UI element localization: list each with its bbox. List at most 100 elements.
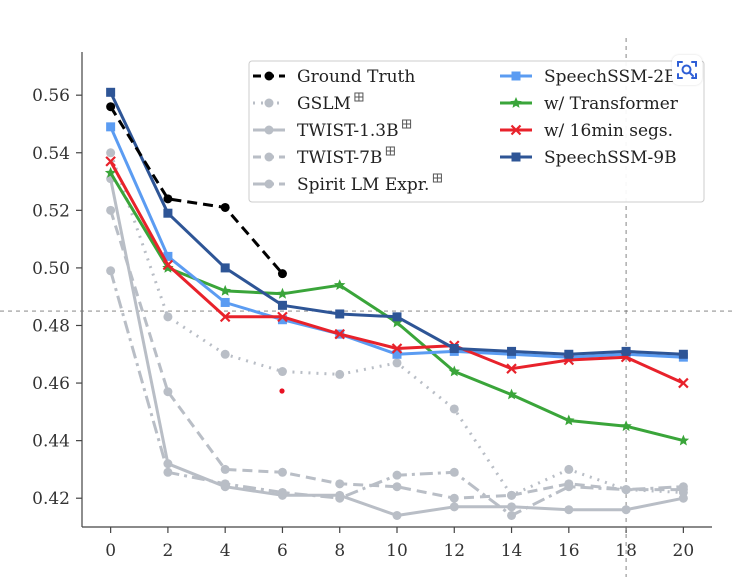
data-point bbox=[449, 344, 459, 354]
legend-label: TWIST-7B bbox=[297, 148, 382, 168]
data-point bbox=[277, 311, 288, 323]
series-w-16min-segs bbox=[105, 156, 689, 389]
legend-swatch-marker bbox=[264, 152, 274, 162]
data-point bbox=[505, 388, 518, 400]
legend-label: SpeechSSM-2B bbox=[544, 67, 677, 87]
legend-label: SpeechSSM-9B bbox=[544, 148, 677, 168]
x-tick-label: 14 bbox=[501, 541, 523, 561]
data-point bbox=[449, 502, 459, 512]
legend-swatch-marker bbox=[264, 98, 274, 108]
visual-search-glyph bbox=[677, 61, 697, 79]
data-point bbox=[335, 369, 345, 379]
series-speechssm-9b bbox=[106, 87, 688, 359]
data-point bbox=[392, 482, 402, 492]
series-gslm bbox=[106, 148, 688, 500]
data-point bbox=[106, 205, 116, 215]
data-point bbox=[678, 349, 688, 359]
data-point bbox=[277, 367, 287, 377]
data-point bbox=[277, 300, 287, 310]
data-point bbox=[392, 312, 402, 322]
snowflake-icon bbox=[432, 173, 442, 183]
series-ground-truth bbox=[106, 102, 287, 279]
y-tick-label: 0.56 bbox=[32, 86, 70, 106]
x-tick-label: 4 bbox=[220, 541, 231, 561]
data-point bbox=[391, 343, 403, 354]
x-tick-label: 20 bbox=[673, 541, 695, 561]
data-point bbox=[163, 312, 173, 322]
y-tick-label: 0.42 bbox=[32, 489, 70, 509]
y-tick-label: 0.52 bbox=[32, 201, 70, 221]
data-point bbox=[449, 467, 459, 477]
visual-search-icon[interactable] bbox=[672, 55, 702, 85]
data-point bbox=[564, 505, 574, 515]
data-point bbox=[391, 316, 403, 328]
legend-item-twist-1-3b: TWIST-1.3B bbox=[253, 119, 412, 141]
legend-label: GSLM bbox=[297, 94, 351, 114]
legend-item-spirit-lm-expr: Spirit LM Expr. bbox=[253, 173, 442, 195]
y-tick-label: 0.46 bbox=[32, 374, 70, 394]
data-point bbox=[106, 148, 116, 158]
data-point bbox=[507, 510, 517, 520]
data-point bbox=[277, 490, 287, 500]
data-point bbox=[220, 464, 230, 474]
data-point bbox=[106, 122, 116, 132]
series-spirit-lm-expr bbox=[106, 266, 688, 520]
data-point bbox=[104, 166, 117, 178]
data-point bbox=[277, 467, 287, 477]
axes: 0 2 4 6 8 10 12 14 16 18 200.420.440.460.480.500.5… bbox=[32, 52, 712, 561]
data-point bbox=[621, 485, 631, 495]
data-point bbox=[449, 493, 459, 503]
data-point bbox=[392, 470, 402, 480]
y-tick-label: 0.48 bbox=[32, 316, 70, 336]
data-point bbox=[163, 467, 173, 477]
legend-item-twist-7b: TWIST-7B bbox=[253, 146, 395, 168]
legend-swatch-marker bbox=[264, 179, 274, 189]
legend-label: w/ 16min segs. bbox=[544, 121, 673, 141]
data-point bbox=[564, 479, 574, 489]
data-point bbox=[621, 346, 631, 356]
data-point bbox=[163, 194, 173, 204]
data-point bbox=[392, 358, 402, 368]
data-point bbox=[106, 87, 116, 97]
legend: Ground Truth GSLM TWIST-1.3B TWIST-7B Spirit… bbox=[248, 60, 705, 203]
snowflake-icon bbox=[385, 146, 395, 156]
data-point bbox=[563, 414, 575, 426]
legend-item-speechssm-9b: SpeechSSM-9B bbox=[500, 148, 677, 168]
series-line bbox=[109, 105, 284, 275]
data-point bbox=[334, 328, 346, 340]
legend-swatch-marker bbox=[511, 71, 521, 81]
data-point bbox=[163, 208, 173, 218]
data-point bbox=[163, 387, 173, 397]
data-point bbox=[220, 202, 230, 212]
data-point bbox=[220, 263, 230, 273]
data-point bbox=[163, 459, 173, 469]
snowflake-icon bbox=[354, 92, 364, 102]
data-point bbox=[220, 297, 230, 307]
legend-swatch-marker bbox=[511, 152, 521, 162]
data-point bbox=[335, 479, 345, 489]
data-point bbox=[219, 311, 231, 323]
data-point bbox=[677, 434, 690, 446]
data-point bbox=[276, 287, 289, 299]
data-point bbox=[678, 377, 689, 389]
data-point bbox=[448, 365, 460, 377]
x-tick-label: 16 bbox=[558, 541, 580, 561]
x-tick-label: 10 bbox=[386, 541, 408, 561]
data-point bbox=[220, 482, 230, 492]
y-tick-label: 0.44 bbox=[32, 432, 70, 452]
data-point bbox=[392, 510, 402, 520]
legend-label: w/ Transformer bbox=[544, 94, 679, 114]
data-point bbox=[220, 349, 230, 359]
x-tick-label: 6 bbox=[277, 541, 288, 561]
y-tick-label: 0.50 bbox=[32, 259, 70, 279]
data-point bbox=[106, 102, 116, 112]
data-point bbox=[219, 284, 231, 296]
legend-swatch-marker bbox=[264, 125, 274, 135]
legend-item-w-transformer: w/ Transformer bbox=[500, 94, 679, 114]
data-point bbox=[277, 315, 287, 325]
data-point bbox=[621, 505, 631, 515]
legend-swatch-marker bbox=[510, 124, 522, 136]
data-point bbox=[507, 346, 517, 356]
legend-item-speechssm-2b: SpeechSSM-2B bbox=[500, 67, 677, 87]
data-point bbox=[620, 420, 632, 432]
